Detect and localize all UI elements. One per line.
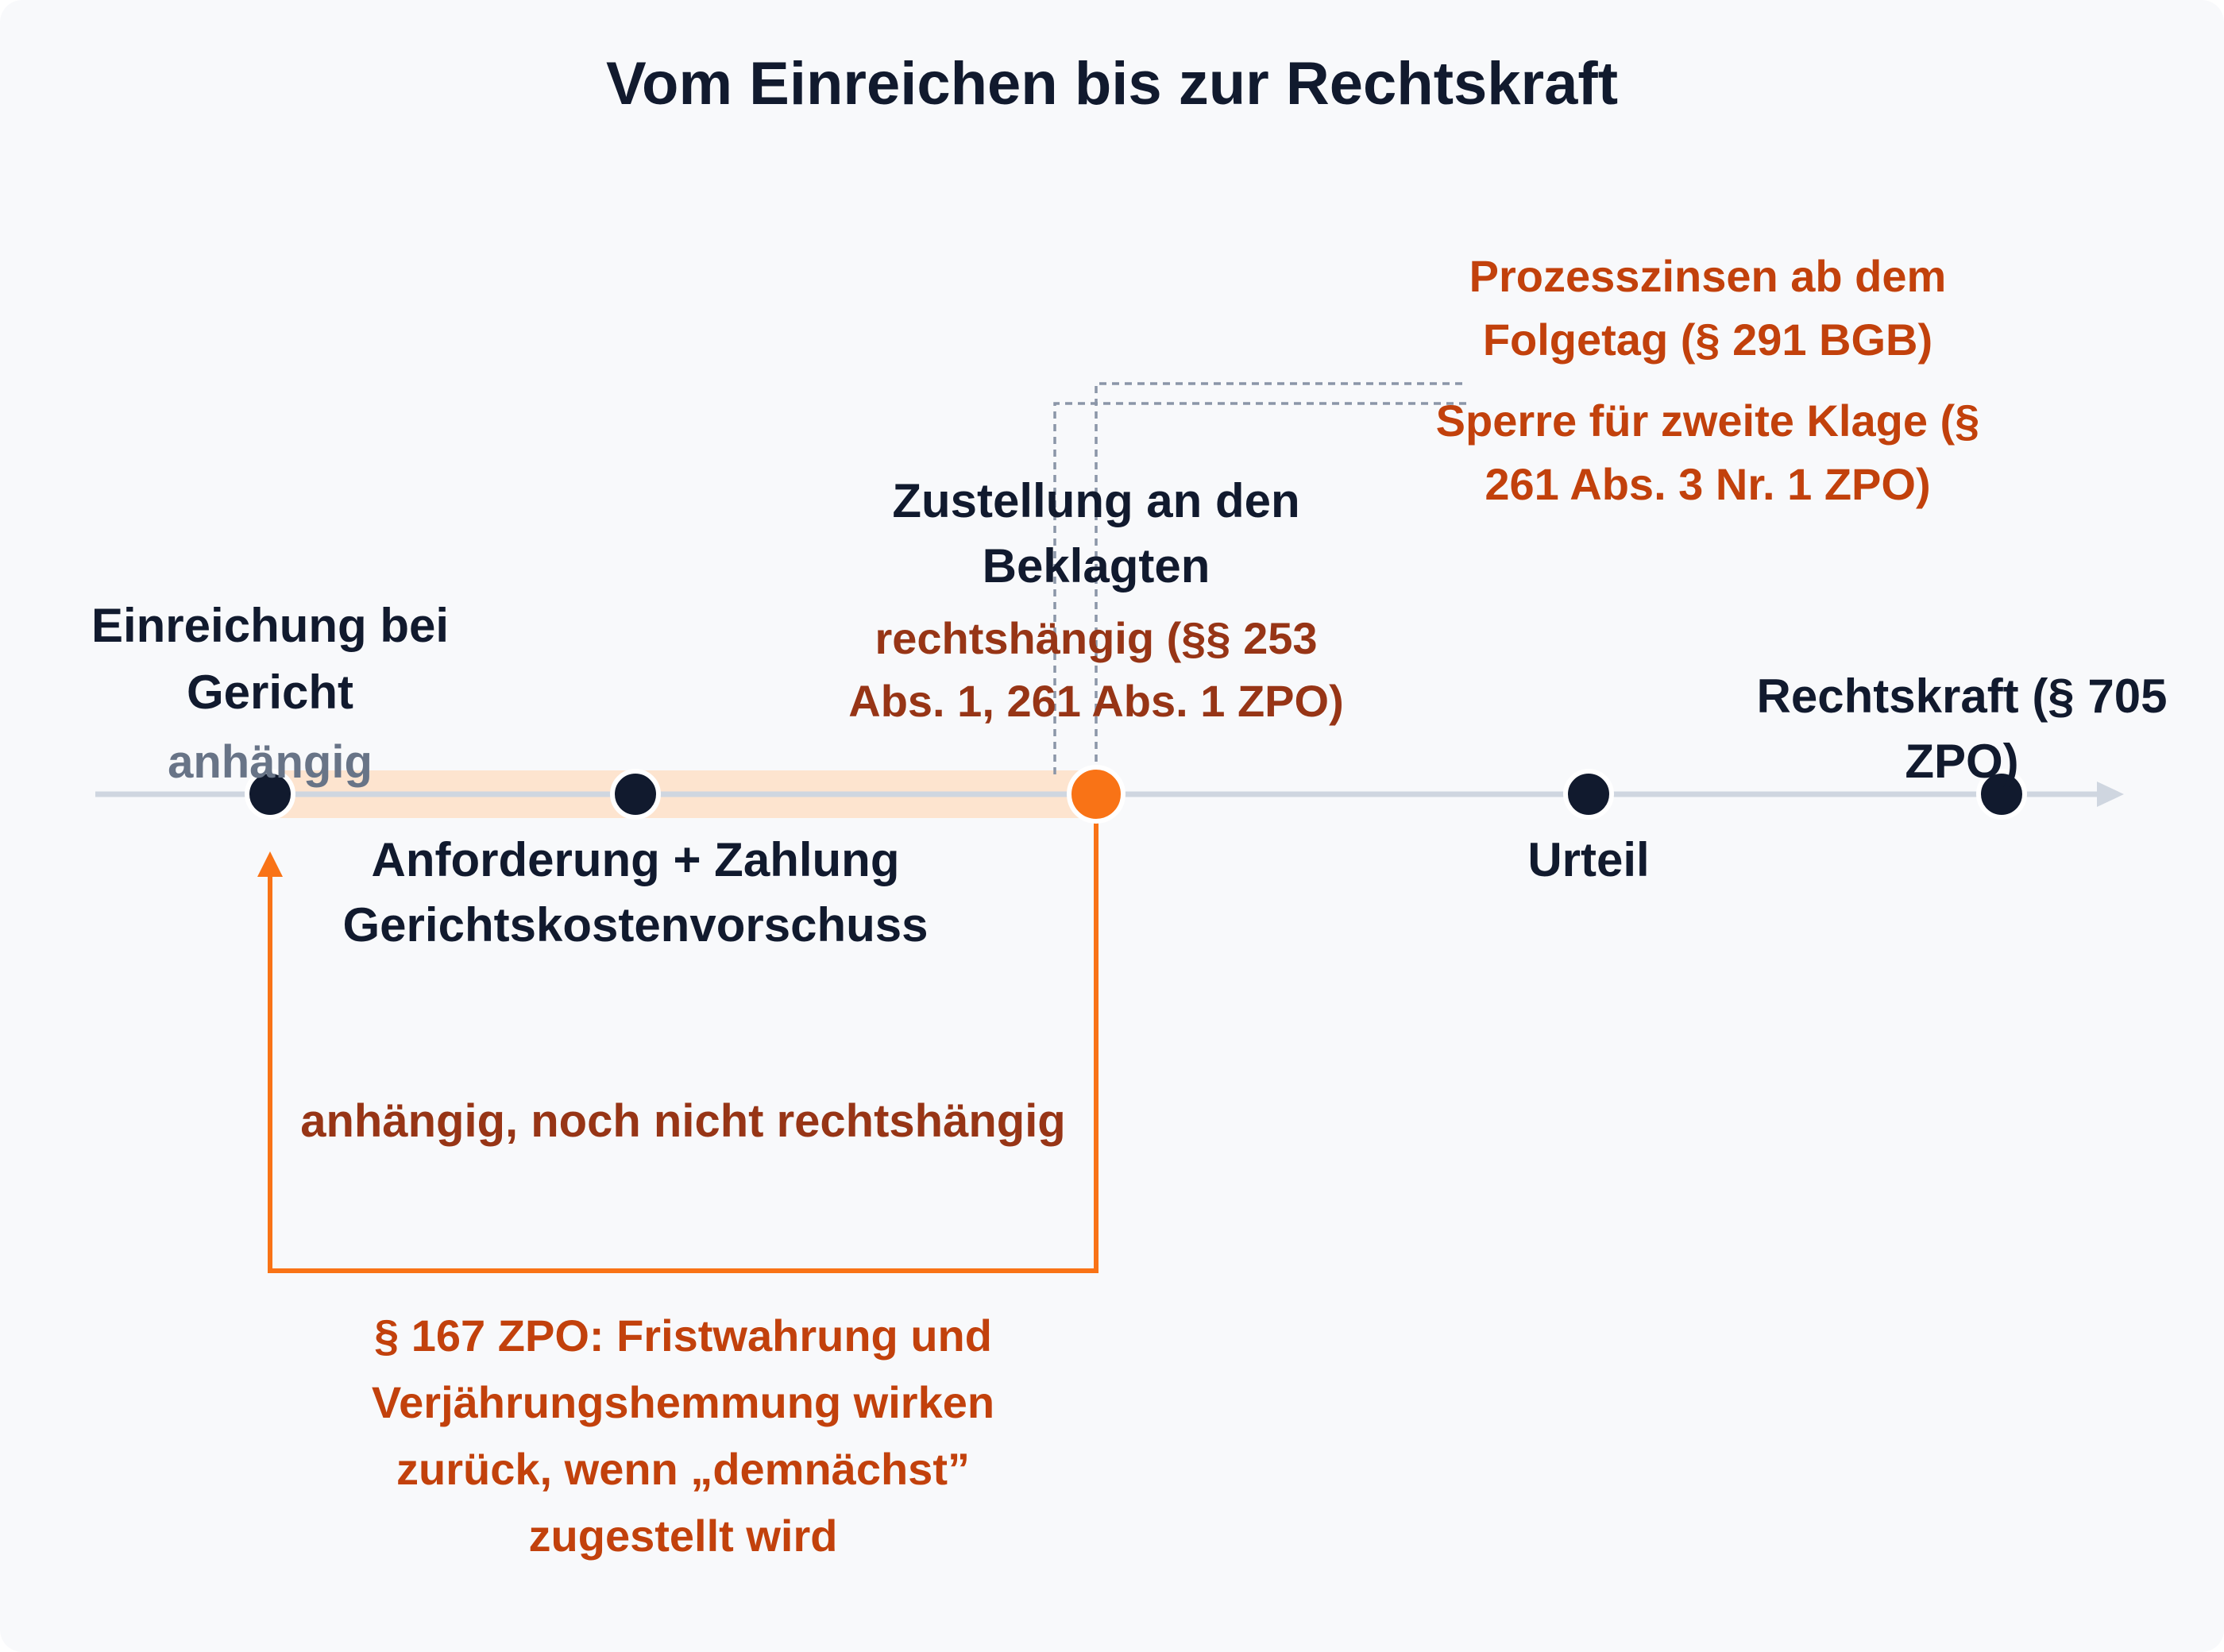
milestone-status-anhaengig: anhängig	[168, 736, 373, 788]
milestone-dot-rechtskraft	[1976, 769, 2027, 820]
backdating-note: § 167 ZPO: Fristwahrung und Verjährungsh…	[371, 1310, 995, 1561]
backdating-bracket	[268, 818, 1098, 1273]
milestone-label-vorschuss: Anforderung + Zahlung Gerichtskostenvors…	[342, 833, 929, 951]
milestone-dot-zustellung	[1067, 765, 1126, 824]
page-title: Vom Einreichen bis zur Rechtskraft	[605, 50, 1619, 118]
milestone-label-rechtskraft: Rechtskraft (§ 705 ZPO)	[1756, 670, 2168, 788]
milestone-dot-urteil	[1563, 769, 1614, 820]
connector-zinsen	[1095, 382, 1468, 774]
milestone-status-rechtshaengig: rechtshängig (§§ 253 Abs. 1, 261 Abs. 1 …	[848, 613, 1344, 726]
connector-sperre	[1053, 402, 1468, 774]
milestone-label-urteil: Urteil	[1527, 833, 1650, 886]
milestone-dot-einreichung	[245, 769, 295, 820]
interval-label-pending: anhängig, noch nicht rechtshängig	[300, 1095, 1066, 1147]
timeline-arrowhead-icon	[2097, 782, 2124, 807]
backdating-arrow-icon	[257, 851, 283, 877]
milestone-dot-vorschuss	[610, 769, 661, 820]
effect-sperre-zweite-klage: Sperre für zweite Klage (§ 261 Abs. 3 Nr…	[1435, 396, 1980, 509]
effect-prozesszinsen: Prozesszinsen ab dem Folgetag (§ 291 BGB…	[1469, 251, 1947, 365]
milestone-label-einreichung: Einreichung bei Gericht	[91, 599, 450, 719]
milestone-label-zustellung: Zustellung an den Beklagten	[892, 474, 1300, 592]
